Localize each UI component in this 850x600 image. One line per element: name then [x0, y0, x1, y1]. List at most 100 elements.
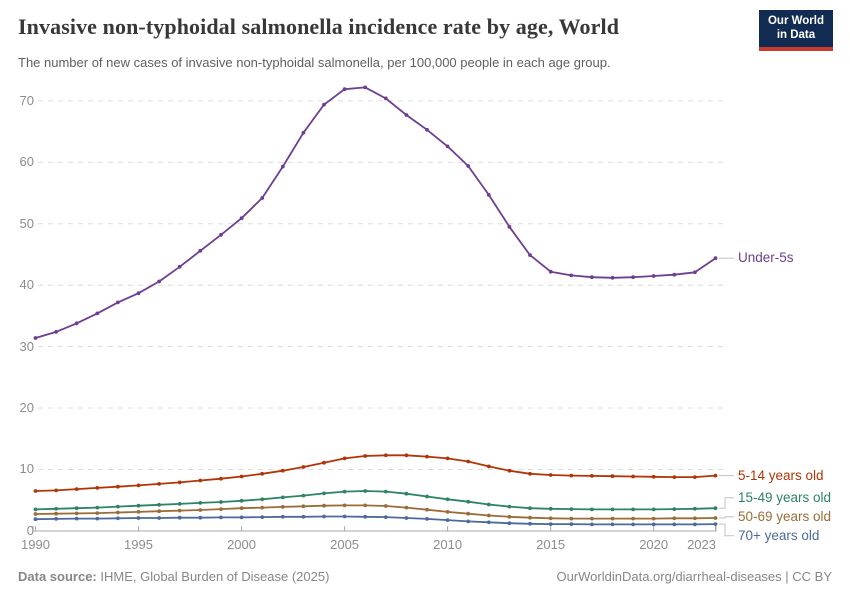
data-point — [590, 516, 594, 521]
data-point — [322, 503, 326, 508]
data-point — [239, 515, 244, 520]
data-point — [198, 248, 203, 253]
data-point — [363, 503, 368, 508]
data-point — [507, 514, 512, 519]
data-point — [74, 321, 79, 326]
data-point — [569, 507, 574, 511]
data-point — [466, 511, 471, 516]
data-point — [260, 515, 265, 519]
data-point — [116, 484, 120, 489]
data-point — [301, 493, 306, 498]
page-title: Invasive non-typhoidal salmonella incide… — [18, 14, 620, 39]
chart-subtitle: The number of new cases of invasive non-… — [18, 55, 611, 70]
data-point — [672, 507, 677, 511]
data-point — [631, 507, 635, 512]
data-point — [610, 516, 615, 521]
data-point — [342, 503, 347, 508]
data-point — [445, 456, 450, 461]
data-point — [528, 253, 532, 257]
data-point — [322, 102, 326, 107]
x-axis-label: 2023 — [687, 537, 716, 552]
data-point — [363, 514, 368, 519]
data-point — [239, 498, 244, 503]
data-point — [54, 517, 58, 521]
label-connector — [719, 516, 734, 519]
series-label: 5-14 years old — [738, 467, 824, 483]
data-point — [651, 522, 656, 527]
data-point — [322, 491, 326, 496]
y-axis-label: 50 — [19, 215, 34, 231]
x-axis-label: 1995 — [124, 537, 153, 552]
x-axis-label: 2015 — [536, 537, 566, 552]
data-point — [219, 476, 223, 481]
data-point — [239, 506, 244, 511]
data-point — [157, 279, 162, 284]
data-point — [651, 507, 656, 512]
x-axis-label: 2000 — [227, 537, 256, 552]
y-axis-label: 20 — [19, 400, 34, 416]
data-point — [672, 272, 677, 277]
data-point — [383, 96, 388, 101]
data-point — [322, 460, 326, 465]
data-point — [693, 270, 697, 275]
owid-logo: Our World in Data — [758, 10, 833, 51]
data-point — [280, 468, 285, 473]
data-point — [322, 514, 326, 519]
data-point — [610, 522, 615, 527]
data-point — [548, 522, 553, 526]
data-point — [425, 507, 429, 512]
data-point — [219, 232, 223, 237]
data-point — [33, 507, 38, 512]
data-point — [219, 507, 223, 511]
data-point — [301, 465, 306, 469]
data-source-label: Data source: — [18, 569, 97, 584]
data-point — [404, 491, 409, 496]
data-point — [569, 522, 574, 526]
data-point — [342, 456, 347, 461]
series-line — [35, 504, 716, 520]
data-point — [486, 513, 491, 518]
series-line — [35, 515, 716, 526]
data-point — [95, 486, 100, 490]
data-point — [74, 511, 79, 516]
data-point — [33, 489, 38, 493]
data-point — [569, 273, 574, 278]
y-axis-label: 10 — [19, 461, 34, 477]
data-point — [528, 471, 532, 476]
data-point — [610, 275, 615, 280]
data-point — [672, 522, 677, 527]
y-axis-label: 60 — [19, 154, 34, 170]
data-point — [74, 487, 79, 491]
data-point — [54, 330, 58, 334]
data-point — [342, 489, 347, 494]
x-axis-label: 2020 — [639, 537, 669, 552]
data-point — [239, 474, 244, 479]
y-axis-label: 30 — [19, 338, 34, 354]
data-point — [157, 509, 162, 514]
data-point — [157, 482, 162, 486]
data-point — [445, 497, 450, 502]
data-point — [425, 517, 429, 521]
data-point — [528, 521, 532, 526]
data-point — [713, 256, 718, 261]
data-point — [548, 473, 553, 477]
data-point — [404, 516, 409, 520]
data-point — [445, 518, 450, 522]
data-point — [95, 516, 100, 521]
data-point — [693, 475, 697, 479]
data-point — [548, 516, 553, 521]
data-point — [219, 500, 223, 504]
data-point — [177, 502, 182, 506]
series-label: Under-5s — [738, 250, 794, 266]
data-point — [693, 516, 697, 521]
data-point — [280, 495, 285, 500]
data-point — [651, 274, 656, 278]
data-point — [136, 291, 141, 296]
data-point — [280, 164, 285, 169]
data-point — [260, 497, 265, 502]
label-connector — [719, 497, 734, 509]
data-point — [136, 483, 141, 488]
data-point — [693, 522, 697, 527]
data-point — [590, 522, 594, 527]
